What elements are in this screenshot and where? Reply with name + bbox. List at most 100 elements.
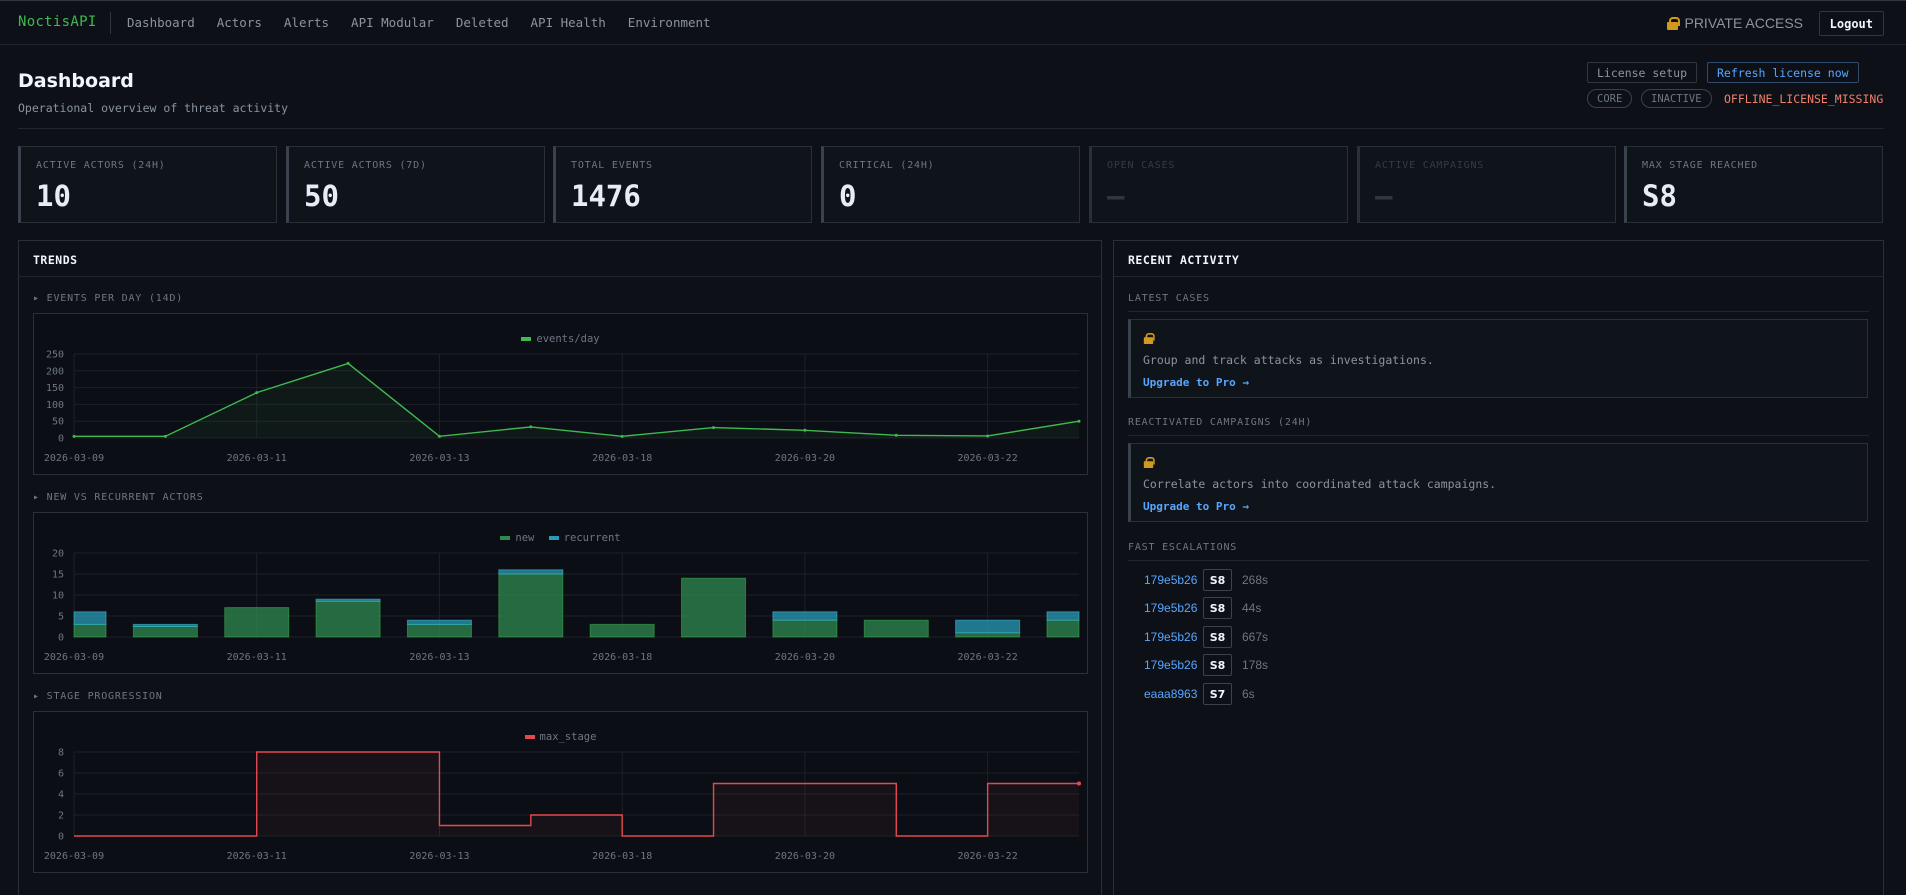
bar-new [955,632,1021,638]
stat-active-actors-7d: ACTIVE ACTORS (7D) 50 [286,146,545,223]
escalation-row: 179e5b26 S8 268s [1144,569,1268,591]
stat-label: ACTIVE ACTORS (24H) [36,160,166,171]
reactivated-campaigns-label: REACTIVATED CAMPAIGNS (24H) [1128,417,1313,428]
x-tick-label: 2026-03-09 [44,851,104,862]
data-point [894,433,898,437]
upgrade-to-pro-link[interactable]: Upgrade to Pro → [1143,500,1249,513]
x-tick-label: 2026-03-09 [44,453,104,464]
y-tick-label: 6 [58,769,64,780]
escalation-time: 268s [1242,573,1269,587]
x-tick-label: 2026-03-13 [409,851,469,862]
data-point [346,361,350,365]
x-tick-label: 2026-03-18 [592,453,652,464]
plan-badge: CORE [1587,89,1633,108]
legend-item[interactable]: recurrent [548,532,621,544]
escalation-row: 179e5b26 S8 44s [1144,597,1261,619]
license-setup-button[interactable]: License setup [1587,62,1698,83]
upsell-text: Group and track attacks as investigation… [1143,353,1434,367]
y-tick-label: 150 [46,383,64,394]
page-subtitle: Operational overview of threat activity [18,101,289,115]
escalation-time: 667s [1242,630,1269,644]
y-tick-label: 50 [52,417,64,428]
nav-alerts[interactable]: Alerts [283,15,330,30]
bar-new [589,623,655,638]
nav-environment[interactable]: Environment [627,15,711,30]
latest-cases-upsell: Group and track attacks as investigation… [1128,319,1868,398]
bar-new [132,626,198,638]
stat-value: S8 [1642,179,1677,213]
actor-id-link[interactable]: 179e5b26 [1144,573,1198,587]
legend-label: new [515,532,535,544]
refresh-license-button[interactable]: Refresh license now [1707,62,1859,83]
bar-new [681,577,747,638]
y-tick-label: 10 [52,591,64,602]
y-tick-label: 5 [58,612,64,623]
stat-label: ACTIVE ACTORS (7D) [304,160,427,171]
bar-new [224,607,290,638]
lock-icon [1667,16,1681,30]
data-point [986,434,990,438]
upsell-text: Correlate actors into coordinated attack… [1143,477,1497,491]
data-point [529,425,533,429]
x-tick-label: 2026-03-22 [958,453,1018,464]
actor-id-link[interactable]: 179e5b26 [1144,630,1198,644]
stage-badge: S8 [1203,654,1232,676]
stage-badge: S8 [1203,569,1232,591]
legend-item[interactable]: max_stage [524,731,597,743]
actor-id-link[interactable]: 179e5b26 [1144,601,1198,615]
data-point [72,434,76,438]
escalation-time: 178s [1242,658,1269,672]
x-tick-label: 2026-03-20 [775,453,835,464]
trends-header: TRENDS [19,241,1101,277]
chart-legend: new recurrent [34,531,1087,544]
chart-legend: max_stage [34,730,1087,743]
actor-id-link[interactable]: eaaa8963 [1144,687,1198,701]
stat-value: 10 [36,179,71,213]
private-access-label: PRIVATE ACCESS [1684,15,1803,31]
legend-label: recurrent [563,532,621,544]
stage-progression-chart: max_stage 0 2 4 6 8 2026-03-09 2026-03-11 2026-… [33,711,1088,873]
section-divider [1128,311,1869,312]
x-tick-label: 2026-03-22 [958,652,1018,663]
logout-button[interactable]: Logout [1818,11,1884,36]
new-vs-recurrent-label: ▸ NEW VS RECURRENT ACTORS [33,492,204,503]
data-point [803,428,807,432]
nav-dashboard[interactable]: Dashboard [127,15,195,30]
latest-cases-label: LATEST CASES [1128,293,1210,304]
chart-legend: events/day [34,332,1087,345]
bar-new [406,623,472,638]
y-tick-label: 15 [52,570,64,581]
stat-value: 1476 [571,179,641,213]
actor-id-link[interactable]: 179e5b26 [1144,658,1198,672]
legend-label: max_stage [539,731,597,743]
nav-deleted[interactable]: Deleted [455,15,509,30]
x-tick-label: 2026-03-13 [409,453,469,464]
stage-chart-svg: 0 2 4 6 8 2026-03-09 2026-03-11 2026-03-13 2026-… [44,748,1081,862]
x-tick-label: 2026-03-11 [227,851,287,862]
nav-api-modular[interactable]: API Modular [351,15,434,30]
nav-actors[interactable]: Actors [216,15,262,30]
bar-new [73,623,107,638]
bar-recurrent [132,623,198,628]
data-point [1077,419,1081,423]
bar-recurrent [498,569,564,575]
upgrade-to-pro-link[interactable]: Upgrade to Pro → [1143,376,1249,389]
bar-new [498,573,564,638]
legend-item[interactable]: events/day [521,333,600,345]
events-per-day-chart: events/day 0 50 100 150 200 250 2026-03-09 2026… [33,313,1088,475]
escalation-time: 6s [1242,687,1255,701]
stat-value: — [1375,179,1393,213]
stat-label: MAX STAGE REACHED [1642,160,1758,171]
nav-api-health[interactable]: API Health [530,15,606,30]
escalation-row: eaaa8963 S7 6s [1144,683,1255,705]
x-tick-label: 2026-03-18 [592,652,652,663]
brand-logo[interactable]: NoctisAPI [18,14,97,30]
nav-menu: Dashboard Actors Alerts API Modular Dele… [127,15,733,30]
data-point [712,426,716,430]
legend-item[interactable]: new [500,532,534,544]
y-tick-label: 0 [58,832,64,843]
escalation-row: 179e5b26 S8 178s [1144,654,1268,676]
legend-swatch [521,337,532,341]
legend-swatch [500,536,511,540]
data-point [437,434,441,438]
